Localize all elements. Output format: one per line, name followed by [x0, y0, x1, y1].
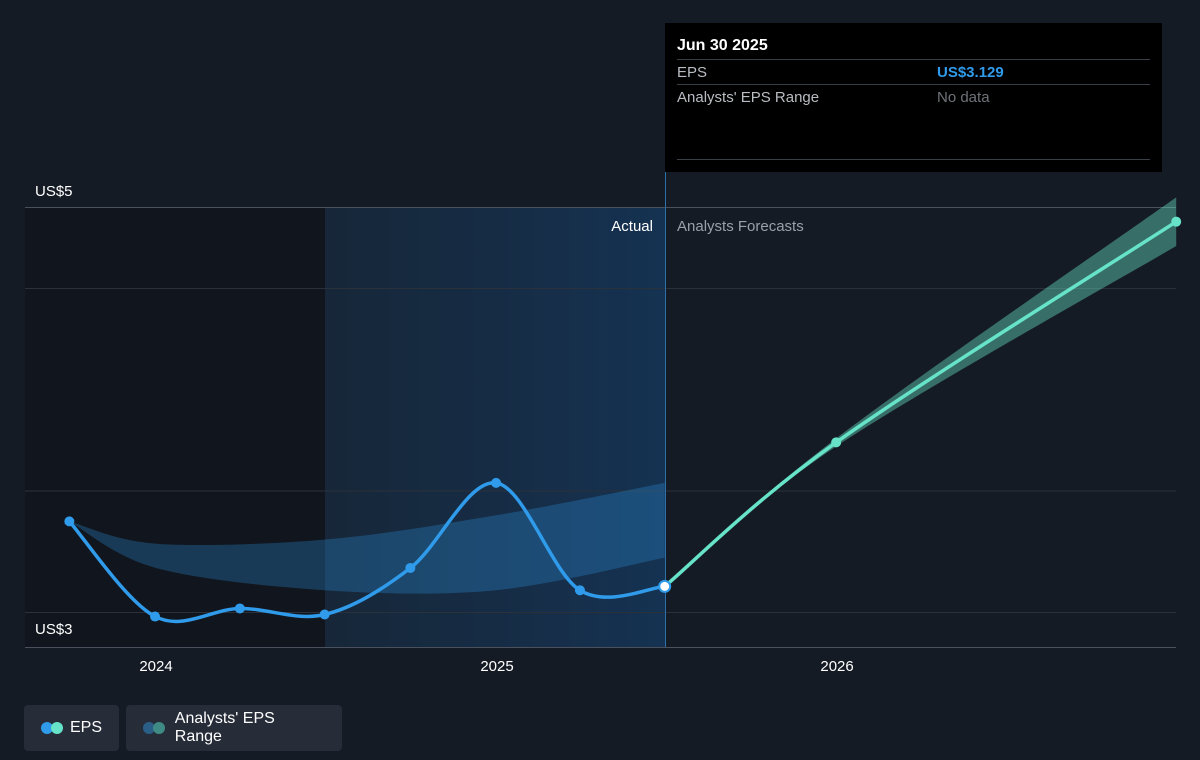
past-region-shade	[25, 208, 325, 647]
actual-region-label: Actual	[611, 218, 653, 235]
x-tick-label: 2024	[139, 658, 172, 675]
eps-point[interactable]	[234, 603, 245, 614]
forecast-region-label: Analysts Forecasts	[677, 218, 804, 235]
tooltip-panel: Jun 30 2025 EPS US$3.129 Analysts' EPS R…	[665, 23, 1162, 172]
eps-forecast-range-band	[664, 197, 1177, 587]
tooltip-divider	[677, 159, 1150, 160]
legend-range-button[interactable]: Analysts' EPS Range	[126, 705, 342, 751]
legend-eps-icon	[41, 722, 63, 734]
eps-forecast-line	[662, 219, 1178, 589]
eps-point[interactable]	[574, 585, 585, 596]
tooltip-range-value: No data	[937, 89, 990, 106]
x-tick-label: 2026	[820, 658, 853, 675]
tooltip-row-eps: EPS US$3.129	[677, 59, 1150, 85]
y-tick-label: US$3	[35, 621, 73, 638]
tooltip-eps-value: US$3.129	[937, 64, 1004, 81]
tooltip-date: Jun 30 2025	[677, 37, 768, 54]
legend-range-icon	[143, 722, 165, 734]
x-tick-label: 2025	[480, 658, 513, 675]
actual-region-shade	[325, 208, 665, 647]
eps-point[interactable]	[658, 579, 672, 593]
tooltip-eps-label: EPS	[677, 64, 708, 81]
eps-point[interactable]	[491, 477, 502, 488]
eps-point[interactable]	[150, 611, 161, 622]
eps-chart: US$5 US$3 2024 2025 2026 Actual Analysts Forec…	[25, 172, 1182, 675]
eps-point[interactable]	[405, 562, 416, 573]
tooltip-row-range: Analysts' EPS Range No data	[677, 84, 1150, 110]
eps-point[interactable]	[319, 609, 330, 620]
legend-range-label: Analysts' EPS Range	[174, 710, 275, 745]
eps-forecast-point[interactable]	[831, 437, 842, 448]
y-tick-label: US$5	[35, 183, 73, 200]
eps-range-band	[69, 482, 665, 594]
legend-eps-label: EPS	[69, 719, 102, 736]
eps-point[interactable]	[64, 516, 75, 527]
eps-forecast-point[interactable]	[1171, 216, 1182, 227]
legend-eps-button[interactable]: EPS	[24, 705, 119, 751]
tooltip-range-label: Analysts' EPS Range	[677, 89, 820, 106]
